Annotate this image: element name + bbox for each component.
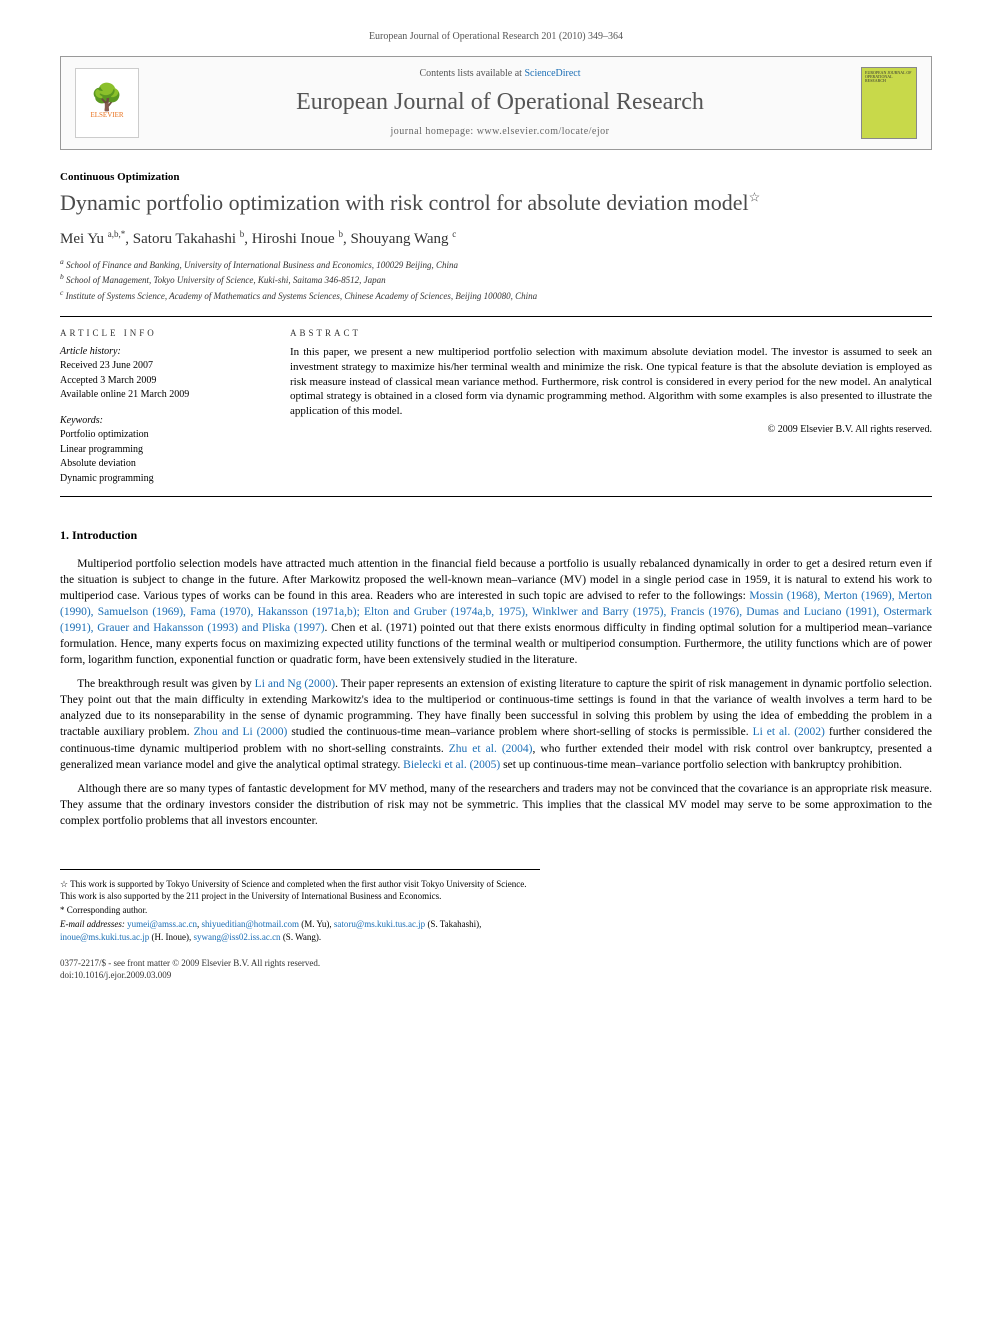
emails-label: E-mail addresses: — [60, 919, 127, 929]
elsevier-tree-icon: 🌳 — [91, 85, 123, 111]
footnotes: ☆ This work is supported by Tokyo Univer… — [60, 869, 540, 943]
article-info-column: ARTICLE INFO Article history: Received 2… — [60, 327, 260, 487]
elsevier-logo: 🌳 ELSEVIER — [75, 68, 139, 138]
intro-para-3: Although there are so many types of fant… — [60, 781, 932, 829]
journal-homepage: journal homepage: www.elsevier.com/locat… — [153, 125, 847, 139]
abstract-column: ABSTRACT In this paper, we present a new… — [290, 327, 932, 487]
abstract-copyright: © 2009 Elsevier B.V. All rights reserved… — [290, 423, 932, 437]
doi-line: doi:10.1016/j.ejor.2009.03.009 — [60, 969, 932, 981]
intro-para-1: Multiperiod portfolio selection models h… — [60, 556, 932, 669]
keywords-list: Portfolio optimizationLinear programming… — [60, 428, 260, 485]
affiliation-line: b School of Management, Tokyo University… — [60, 272, 932, 286]
title-footnote-star: ☆ — [749, 190, 761, 205]
publisher-name: ELSEVIER — [90, 111, 123, 120]
footnote-emails: E-mail addresses: yumei@amss.ac.cn, shiy… — [60, 918, 540, 942]
bottom-meta: 0377-2217/$ - see front matter © 2009 El… — [60, 957, 932, 981]
keywords-label: Keywords: — [60, 414, 260, 428]
keyword-item: Absolute deviation — [60, 457, 260, 471]
email-attribution: (H. Inoue), — [149, 932, 193, 942]
journal-banner: 🌳 ELSEVIER Contents lists available at S… — [60, 56, 932, 150]
email-link[interactable]: inoue@ms.kuki.tus.ac.jp — [60, 932, 149, 942]
abstract-heading: ABSTRACT — [290, 327, 932, 339]
footnote-funding: ☆ This work is supported by Tokyo Univer… — [60, 878, 540, 902]
rule-bottom — [60, 496, 932, 497]
history-label: Article history: — [60, 345, 260, 359]
contents-prefix: Contents lists available at — [419, 68, 524, 79]
header-citation: European Journal of Operational Research… — [60, 30, 932, 44]
email-link[interactable]: yumei@amss.ac.cn — [127, 919, 197, 929]
contents-available-line: Contents lists available at ScienceDirec… — [153, 67, 847, 81]
affiliation-line: c Institute of Systems Science, Academy … — [60, 288, 932, 302]
keyword-item: Linear programming — [60, 443, 260, 457]
email-attribution: (S. Wang). — [281, 932, 322, 942]
ref-li-etal-2002[interactable]: Li et al. (2002) — [753, 726, 825, 738]
cover-title-text: EUROPEAN JOURNAL OF OPERATIONAL RESEARCH — [865, 71, 913, 84]
sciencedirect-link[interactable]: ScienceDirect — [524, 68, 580, 79]
ref-bielecki-2005[interactable]: Bielecki et al. (2005) — [403, 759, 500, 771]
journal-name: European Journal of Operational Research — [153, 86, 847, 118]
email-link[interactable]: satoru@ms.kuki.tus.ac.jp — [334, 919, 425, 929]
history-line: Available online 21 March 2009 — [60, 388, 260, 402]
intro-para-2: The breakthrough result was given by Li … — [60, 676, 932, 773]
article-section-label: Continuous Optimization — [60, 170, 932, 185]
info-abstract-row: ARTICLE INFO Article history: Received 2… — [60, 327, 932, 487]
keyword-item: Dynamic programming — [60, 472, 260, 486]
abstract-text: In this paper, we present a new multiper… — [290, 345, 932, 419]
para2-post: set up continuous-time mean–variance por… — [500, 759, 902, 771]
email-attribution: (S. Takahashi), — [425, 919, 481, 929]
issn-line: 0377-2217/$ - see front matter © 2009 El… — [60, 957, 932, 969]
rule-top — [60, 316, 932, 317]
article-info-heading: ARTICLE INFO — [60, 327, 260, 339]
keyword-item: Portfolio optimization — [60, 428, 260, 442]
article-title: Dynamic portfolio optimization with risk… — [60, 188, 932, 218]
banner-center: Contents lists available at ScienceDirec… — [153, 67, 847, 138]
journal-cover-thumbnail: EUROPEAN JOURNAL OF OPERATIONAL RESEARCH — [861, 67, 917, 139]
ref-zhou-li-2000[interactable]: Zhou and Li (2000) — [194, 726, 288, 738]
footnote-corresponding: * Corresponding author. — [60, 904, 540, 916]
history-line: Accepted 3 March 2009 — [60, 374, 260, 388]
article-history: Article history: Received 23 June 2007Ac… — [60, 345, 260, 402]
ref-li-ng-2000[interactable]: Li and Ng (2000) — [255, 678, 335, 690]
email-attribution: (M. Yu), — [299, 919, 334, 929]
section-1-heading: 1. Introduction — [60, 527, 932, 543]
email-link[interactable]: shiyueditian@hotmail.com — [201, 919, 299, 929]
email-link[interactable]: sywang@iss02.iss.ac.cn — [194, 932, 281, 942]
author-list: Mei Yu a,b,*, Satoru Takahashi b, Hirosh… — [60, 228, 932, 249]
affiliations: a School of Finance and Banking, Univers… — [60, 257, 932, 301]
affiliation-line: a School of Finance and Banking, Univers… — [60, 257, 932, 271]
para2-pre: The breakthrough result was given by — [77, 678, 254, 690]
para2-mid2: studied the continuous-time mean–varianc… — [287, 726, 752, 738]
history-line: Received 23 June 2007 — [60, 359, 260, 373]
title-text: Dynamic portfolio optimization with risk… — [60, 190, 749, 215]
ref-zhu-etal-2004[interactable]: Zhu et al. (2004) — [449, 743, 533, 755]
